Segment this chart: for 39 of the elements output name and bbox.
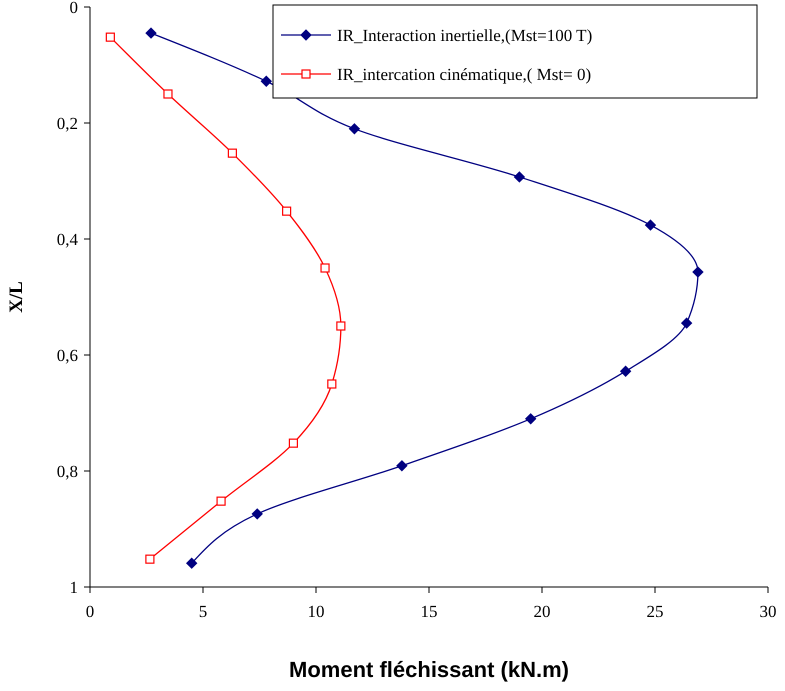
x-tick-label: 30 [760, 602, 776, 621]
x-tick-label: 0 [86, 602, 94, 621]
point [228, 148, 237, 158]
point [644, 220, 656, 231]
y-tick-label: 0,4 [56, 230, 78, 249]
point [186, 558, 198, 569]
point [336, 321, 346, 331]
y-tick-label: 0,8 [56, 462, 78, 481]
point [514, 171, 525, 182]
point [525, 413, 536, 424]
point [163, 89, 173, 99]
x-axis-title: Moment fléchissant (kN.m) [289, 657, 569, 682]
point [216, 496, 226, 506]
y-axis-title: X/L [6, 281, 27, 313]
y-tick-label: 0,6 [56, 346, 78, 365]
point [106, 32, 115, 42]
legend-label: IR_intercation cinématique,( Mst= 0) [337, 64, 592, 84]
x-tick-label: 20 [534, 602, 550, 621]
y-tick-label: 1 [70, 578, 78, 597]
point [620, 366, 632, 377]
point [252, 508, 263, 520]
point [320, 263, 330, 273]
point [681, 318, 692, 329]
point [260, 76, 272, 87]
x-tick-label: 15 [420, 602, 438, 621]
point [146, 28, 157, 39]
x-tick-label: 5 [198, 602, 208, 621]
y-tick-label: 0 [70, 0, 78, 17]
x-tick-label: 25 [646, 602, 664, 621]
point [692, 266, 704, 278]
point [327, 379, 336, 389]
point [348, 123, 360, 134]
point [145, 554, 154, 564]
legend-label: IR_Interaction inertielle,(Mst=100 T) [337, 26, 592, 45]
point [282, 206, 292, 216]
point [396, 460, 408, 472]
x-tick-label: 10 [308, 602, 324, 621]
point [288, 438, 298, 448]
y-tick-label: 0,2 [56, 114, 78, 133]
